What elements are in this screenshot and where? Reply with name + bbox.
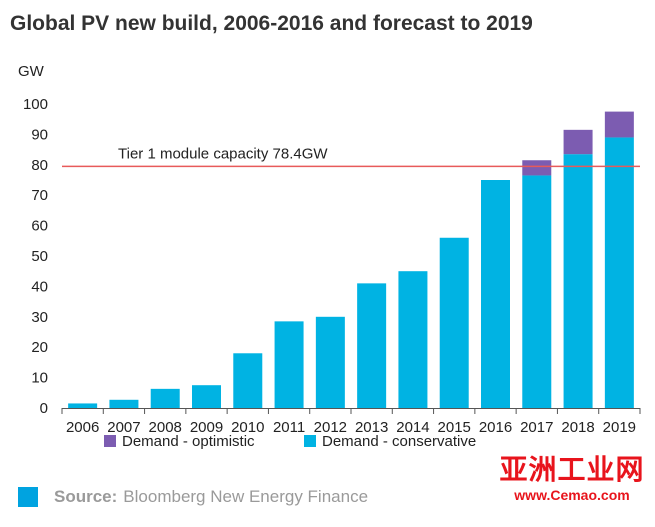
bar-optimistic [563, 129, 593, 155]
x-tick-label: 2016 [479, 419, 512, 436]
y-tick-label: 0 [40, 400, 48, 417]
watermark-url-text: www.Cemao.com [514, 487, 630, 503]
y-tick-label: 50 [31, 248, 48, 265]
y-tick-label: 90 [31, 126, 48, 143]
x-tick-label: 2010 [231, 419, 264, 436]
bar-conservative [398, 271, 428, 408]
reference-line-label: Tier 1 module capacity 78.4GW [118, 145, 328, 162]
x-tick-label: 2008 [149, 419, 182, 436]
legend-swatch [304, 435, 316, 447]
x-tick-label: 2012 [314, 419, 347, 436]
watermark-main-text: 亚洲工业网 [499, 454, 645, 485]
bar-conservative [481, 180, 510, 408]
x-tick-label: 2011 [273, 419, 305, 436]
bar-conservative [68, 403, 98, 408]
bar-conservative [357, 283, 387, 408]
y-axis-label: GW [18, 63, 45, 80]
x-tick-label: 2017 [520, 419, 553, 436]
x-tick-label: 2013 [355, 419, 388, 436]
bar-optimistic [604, 111, 634, 138]
y-tick-label: 40 [31, 278, 48, 295]
source-label: Source: [54, 487, 118, 506]
bar-conservative [439, 237, 469, 408]
y-tick-label: 70 [31, 187, 48, 204]
bar-conservative [604, 137, 634, 408]
x-tick-label: 2006 [66, 419, 99, 436]
bar-conservative [315, 316, 345, 408]
bar-conservative [150, 388, 180, 408]
source-text: Bloomberg New Energy Finance [123, 487, 369, 506]
chart-title: Global PV new build, 2006-2016 and forec… [10, 12, 533, 35]
bar-conservative [109, 399, 139, 408]
x-tick-label: 2019 [603, 419, 636, 436]
bar-chart: GW 0 10 20 30 40 50 60 70 80 90 100 2006 2007 2008 2009… [18, 63, 641, 450]
y-tick-label: 10 [31, 370, 48, 387]
x-tick-label: 2015 [438, 419, 471, 436]
bar-conservative [233, 353, 263, 408]
watermark-logo: 亚洲工业网 www.Cemao.com [497, 454, 647, 504]
y-tick-label: 60 [31, 218, 48, 235]
y-tick-label: 80 [31, 157, 48, 174]
bar-conservative [563, 154, 593, 408]
y-tick-label: 20 [31, 339, 48, 356]
legend-label: Demand - conservative [322, 433, 476, 450]
x-tick-label: 2014 [396, 419, 429, 436]
bar-conservative [274, 321, 304, 408]
source-row: Source: Bloomberg New Energy Finance [18, 486, 368, 508]
x-tick-label: 2009 [190, 419, 223, 436]
bar-conservative [522, 175, 552, 408]
legend-swatch [104, 435, 116, 447]
y-tick-label: 30 [31, 309, 48, 326]
y-tick-label: 100 [23, 96, 48, 113]
legend-label: Demand - optimistic [122, 433, 255, 450]
x-tick-label: 2018 [561, 419, 594, 436]
source-color-square [18, 487, 38, 507]
bar-optimistic [522, 160, 552, 176]
x-tick-label: 2007 [107, 419, 140, 436]
bar-conservative [192, 385, 221, 408]
